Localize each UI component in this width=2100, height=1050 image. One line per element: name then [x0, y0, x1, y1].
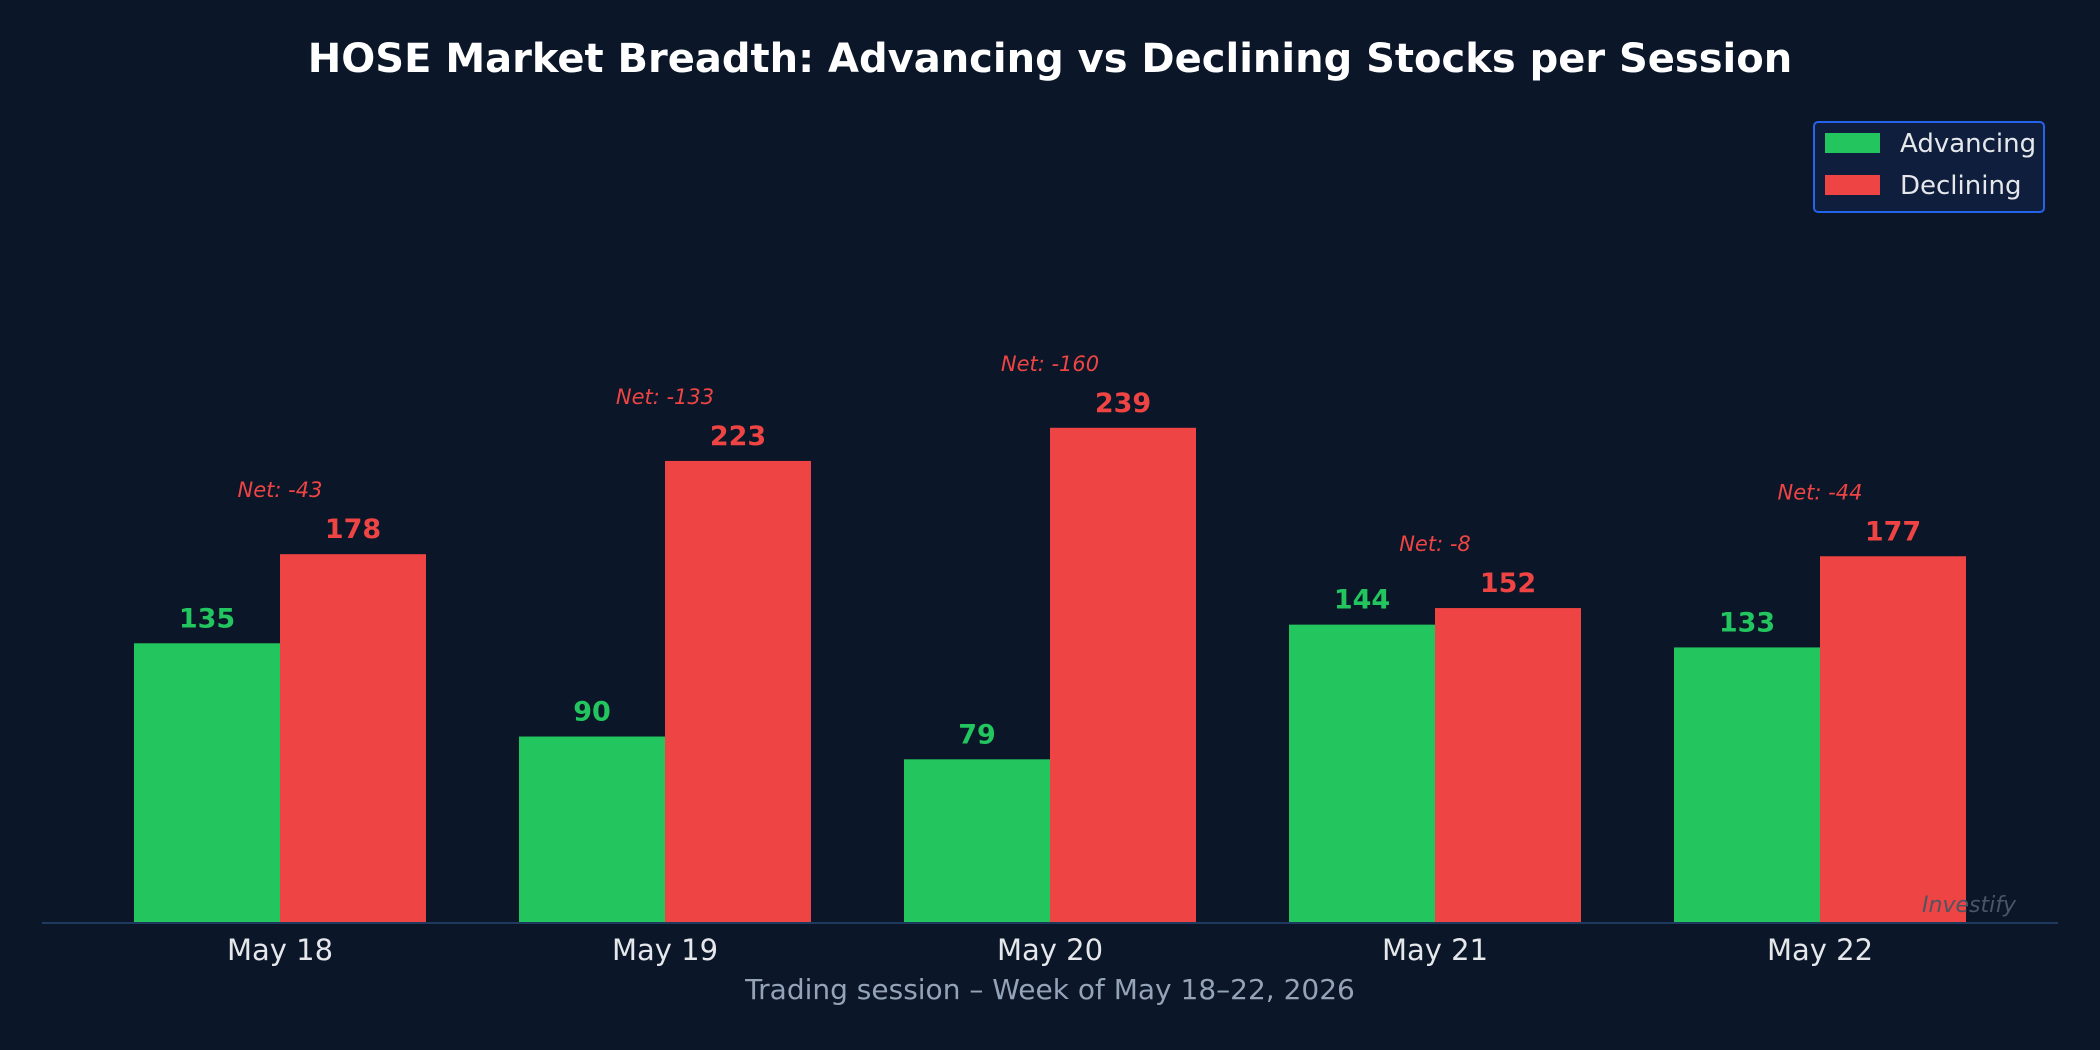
legend-label-declining: Declining [1900, 171, 2021, 201]
data-label-declining-5: 177 [1865, 516, 1921, 547]
data-label-advancing-5: 133 [1719, 607, 1775, 638]
bar-advancing-2 [519, 736, 665, 923]
data-label-declining-2: 223 [710, 421, 766, 452]
bar-declining-2 [665, 460, 811, 923]
legend-swatch-declining [1825, 175, 1880, 195]
chart-title: HOSE Market Breadth: Advancing vs Declin… [308, 36, 1792, 82]
legend-label-advancing: Advancing [1900, 129, 2036, 159]
bar-advancing-4 [1289, 624, 1435, 923]
x-tick-label-3: May 20 [997, 933, 1103, 967]
x-tick-label-2: May 19 [612, 933, 718, 967]
net-annotation-2: Net: -133 [616, 385, 714, 409]
net-annotation-5: Net: -44 [1778, 480, 1863, 504]
x-tick-labels: May 18 May 19 May 20 May 21 May 22 [227, 933, 1873, 967]
bar-declining-1 [280, 554, 426, 923]
data-label-advancing-3: 79 [958, 719, 996, 750]
bar-declining-5 [1820, 556, 1966, 923]
bar-advancing-5 [1674, 647, 1820, 923]
x-axis-label: Trading session – Week of May 18–22, 202… [744, 973, 1355, 1006]
x-tick-label-4: May 21 [1382, 933, 1488, 967]
watermark: Investify [1922, 893, 2017, 918]
x-tick-label-5: May 22 [1767, 933, 1873, 967]
net-annotation-3: Net: -160 [1001, 352, 1099, 376]
bar-declining-4 [1435, 608, 1581, 923]
net-annotation-4: Net: -8 [1399, 532, 1471, 556]
legend-swatch-advancing [1825, 133, 1880, 153]
bar-advancing-3 [904, 759, 1050, 923]
data-label-declining-3: 239 [1095, 388, 1151, 419]
bar-advancing-1 [134, 643, 280, 923]
net-annotation-1: Net: -43 [238, 478, 323, 502]
data-label-declining-4: 152 [1480, 568, 1536, 599]
data-label-advancing-1: 135 [179, 603, 235, 634]
data-label-advancing-2: 90 [573, 697, 611, 728]
legend: Advancing Declining [1813, 121, 2045, 213]
data-label-declining-1: 178 [325, 514, 381, 545]
bar-declining-3 [1050, 427, 1196, 923]
data-label-advancing-4: 144 [1334, 585, 1390, 616]
x-tick-label-1: May 18 [227, 933, 333, 967]
